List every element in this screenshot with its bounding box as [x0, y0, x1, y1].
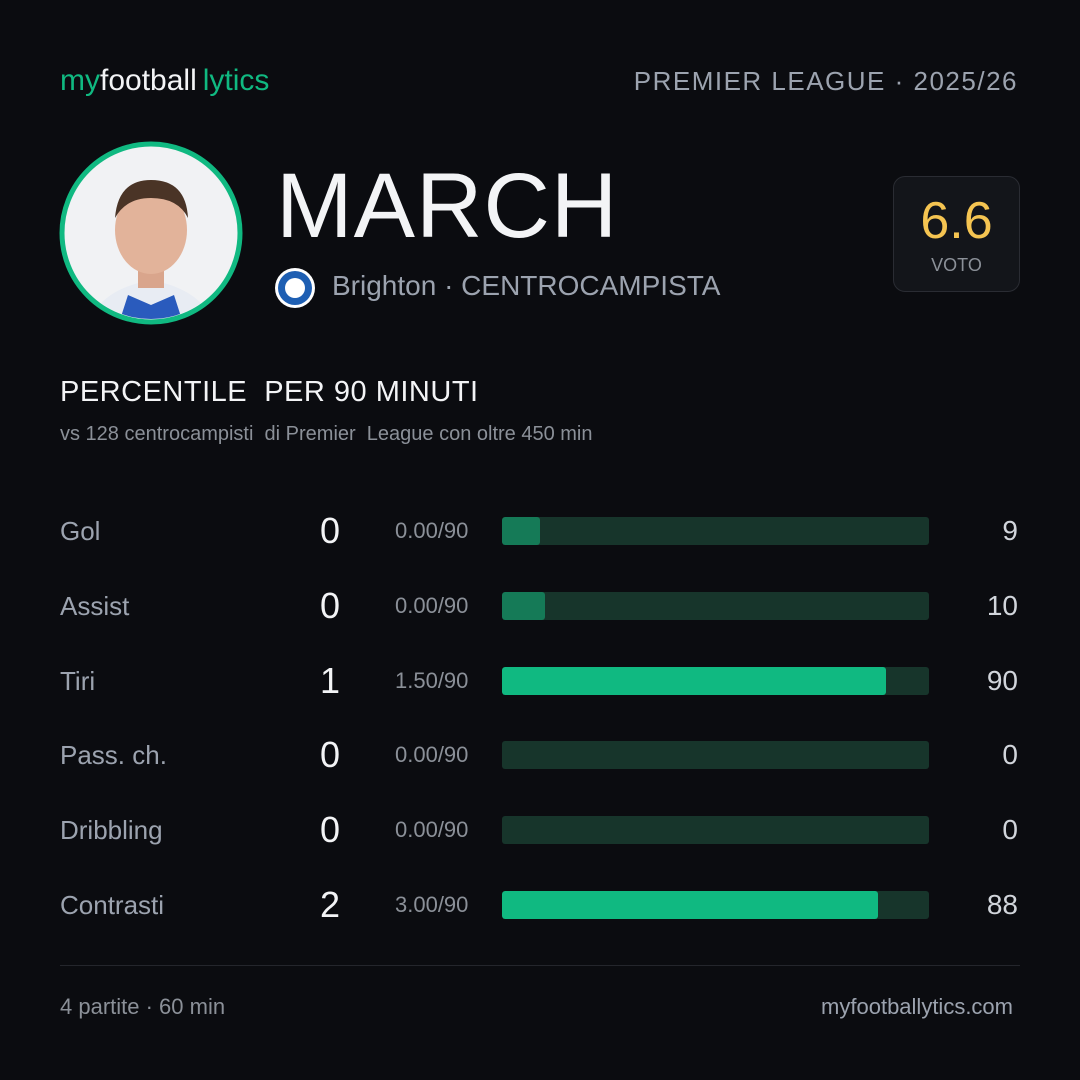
stat-percentile: 0 — [1002, 814, 1018, 846]
stat-percentile: 90 — [986, 664, 1018, 696]
percentile-bar — [502, 666, 887, 695]
rating-label: VOTO — [931, 255, 982, 275]
rating: 6.6 — [920, 192, 993, 250]
stat-count: 0 — [319, 510, 341, 551]
percentile-track — [502, 591, 929, 620]
divider — [60, 965, 1020, 966]
percentile-bar — [502, 517, 541, 545]
footer-right: myfootballytics.com — [821, 994, 1013, 1019]
stat-count: 0 — [319, 734, 341, 776]
stat-label: Gol — [60, 516, 101, 546]
logo-part: football — [100, 64, 197, 97]
section-title: PERCENTILE PER 90 MINUTI — [60, 376, 479, 408]
section-subtitle: vs 128 centrocampisti di Premier League … — [60, 423, 593, 445]
stat-label: Tiri — [60, 665, 96, 696]
role: · CENTROCAMPISTA — [444, 270, 721, 301]
percentile-track — [502, 891, 929, 919]
stat-per90: 0.00/90 — [395, 518, 469, 543]
logo-part: lytics — [202, 64, 270, 97]
player-photo — [59, 141, 243, 325]
league: PREMIER LEAGUE · 2025/26 — [633, 66, 1018, 96]
logo-part: my — [60, 64, 100, 97]
stat-count: 0 — [319, 809, 341, 851]
team-badge — [275, 268, 315, 308]
stat-count: 0 — [319, 584, 341, 626]
logo: myfootball lytics — [60, 64, 269, 98]
stat-per90: 1.50/90 — [395, 667, 469, 693]
player-name: MARCH — [276, 155, 619, 257]
stat-per90: 3.00/90 — [395, 892, 469, 917]
percentile-track — [502, 741, 929, 770]
stat-label: Pass. ch. — [60, 740, 167, 771]
stat-count: 1 — [319, 659, 341, 701]
stat-per90: 0.00/90 — [395, 742, 469, 768]
team-line: Brighton · CENTROCAMPISTA — [332, 270, 720, 302]
stat-percentile: 88 — [986, 889, 1018, 920]
stat-label: Assist — [60, 590, 130, 621]
stat-per90: 0.00/90 — [395, 592, 469, 618]
stat-percentile: 9 — [1002, 515, 1018, 546]
percentile-track — [502, 816, 929, 845]
rating-box: 6.6 VOTO — [893, 176, 1020, 292]
stat-percentile: 10 — [986, 589, 1018, 621]
stat-percentile: 0 — [1002, 739, 1018, 771]
team: Brighton — [332, 270, 437, 301]
percentile-track — [502, 666, 929, 695]
percentile-track — [502, 517, 929, 545]
percentile-bar — [502, 591, 545, 620]
stat-label: Dribbling — [60, 815, 163, 846]
stat-label: Contrasti — [60, 890, 165, 920]
footer-left: 4 partite · 60 min — [60, 994, 226, 1019]
stat-per90: 0.00/90 — [395, 817, 469, 843]
stat-count: 2 — [319, 884, 341, 925]
percentile-bar — [502, 891, 878, 919]
